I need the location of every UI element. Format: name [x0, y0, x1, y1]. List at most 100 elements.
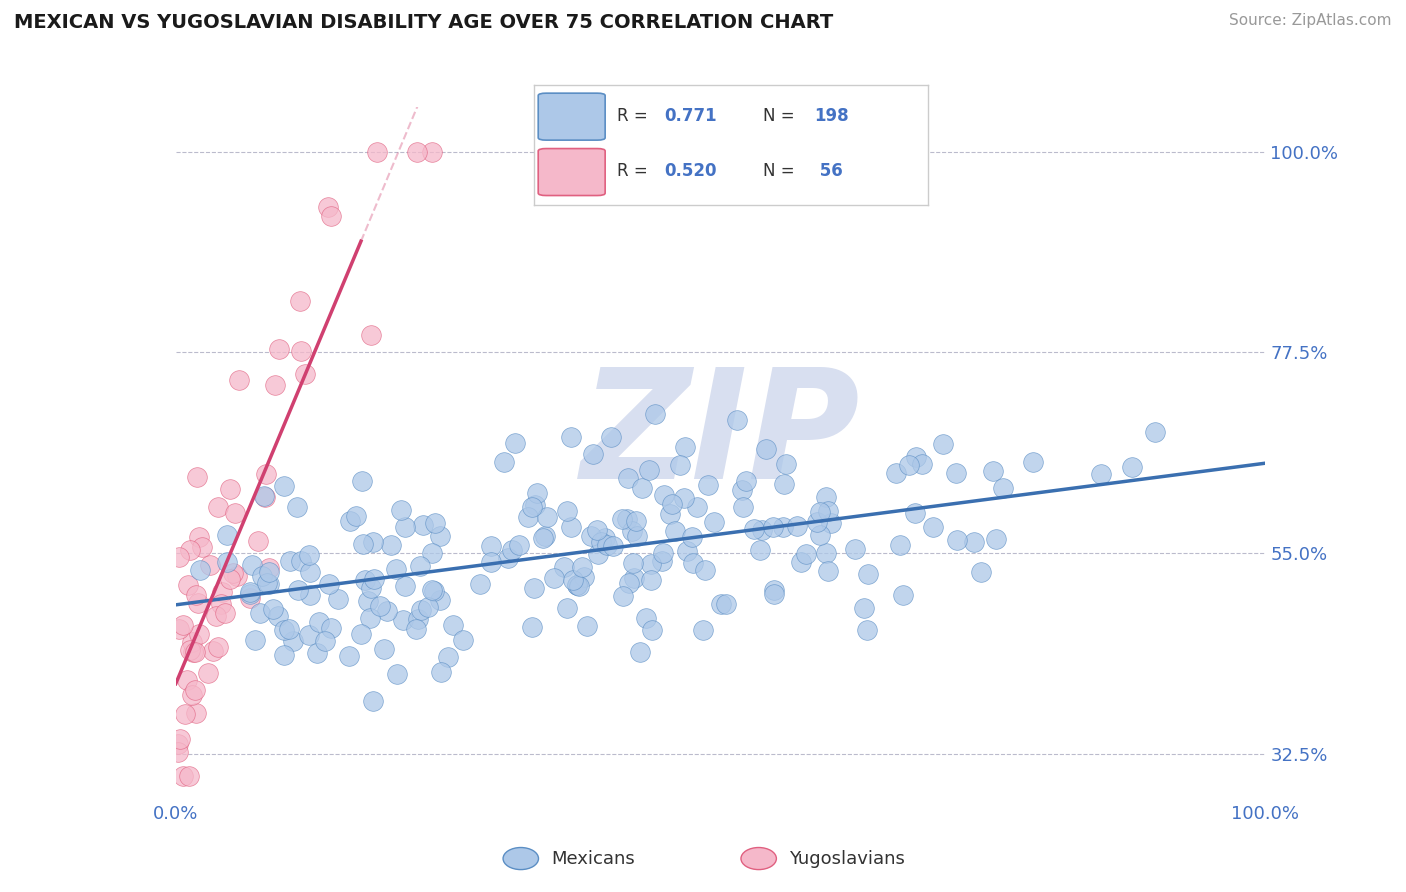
Point: [205, 608, 228, 623]
Point: [565, 577, 588, 591]
Point: [409, 603, 432, 617]
Point: [321, 621, 343, 635]
Point: [257, 576, 280, 591]
Point: [762, 520, 785, 534]
Point: [640, 558, 662, 572]
Point: [571, 560, 593, 574]
Point: [423, 583, 446, 598]
Point: [359, 610, 381, 624]
Point: [361, 694, 384, 708]
Point: [531, 531, 554, 545]
Point: [562, 573, 585, 587]
Point: [815, 490, 838, 504]
Point: [247, 533, 270, 548]
Point: [169, 622, 191, 636]
Point: [681, 530, 703, 544]
Point: [922, 520, 945, 534]
Point: [579, 529, 602, 543]
Point: [180, 635, 202, 649]
Point: [222, 566, 245, 581]
Point: [904, 506, 927, 520]
Point: [754, 442, 776, 456]
Point: [264, 378, 287, 392]
Point: [389, 503, 412, 517]
Point: [167, 737, 190, 751]
Point: [420, 582, 443, 597]
Point: [572, 569, 595, 583]
Point: [267, 608, 290, 623]
Point: [568, 579, 591, 593]
Point: [602, 539, 624, 553]
Point: [408, 612, 430, 626]
Point: [373, 641, 395, 656]
Point: [211, 585, 233, 599]
Point: [298, 628, 321, 642]
Point: [441, 618, 464, 632]
Point: [184, 683, 207, 698]
Point: [981, 464, 1004, 478]
Point: [256, 575, 278, 590]
Point: [693, 563, 716, 577]
Point: [176, 673, 198, 687]
Point: [636, 611, 658, 625]
Point: [366, 145, 388, 159]
Point: [298, 548, 321, 562]
Point: [479, 555, 502, 569]
Point: [703, 515, 725, 529]
Point: [742, 522, 765, 536]
Point: [856, 624, 879, 638]
Point: [652, 488, 675, 502]
Point: [207, 640, 229, 655]
Point: [197, 665, 219, 680]
Point: [858, 566, 880, 581]
Point: [806, 515, 828, 529]
Point: [652, 546, 675, 560]
Point: [586, 547, 609, 561]
Point: [273, 623, 295, 637]
Point: [555, 504, 578, 518]
Point: [814, 546, 837, 560]
Point: [623, 556, 645, 570]
Point: [623, 571, 645, 585]
Point: [380, 538, 402, 552]
Point: [889, 537, 911, 551]
Text: R =: R =: [617, 107, 652, 125]
Point: [169, 732, 191, 747]
Point: [669, 458, 692, 472]
Point: [339, 514, 361, 528]
Text: 56: 56: [814, 162, 842, 180]
Point: [624, 514, 647, 528]
Point: [470, 577, 492, 591]
Point: [773, 477, 796, 491]
Point: [794, 547, 817, 561]
Point: [697, 477, 720, 491]
Point: [817, 564, 839, 578]
Point: [186, 706, 208, 720]
Point: [640, 573, 662, 587]
Point: [451, 632, 474, 647]
Point: [749, 542, 772, 557]
Text: N =: N =: [762, 162, 800, 180]
Point: [844, 542, 866, 557]
Point: [932, 437, 955, 451]
Point: [560, 520, 582, 534]
Point: [644, 407, 666, 421]
Point: [287, 583, 309, 598]
Point: [184, 645, 207, 659]
Point: [252, 569, 274, 583]
Point: [249, 606, 271, 620]
Point: [405, 622, 427, 636]
Point: [763, 587, 786, 601]
Point: [616, 512, 638, 526]
Point: [496, 551, 519, 566]
Point: [725, 413, 748, 427]
Point: [209, 597, 232, 611]
Point: [526, 486, 548, 500]
Point: [346, 509, 368, 524]
Point: [188, 563, 211, 577]
Point: [1144, 425, 1167, 439]
Point: [215, 555, 238, 569]
Point: [190, 540, 212, 554]
Point: [290, 343, 312, 358]
Point: [852, 601, 875, 615]
